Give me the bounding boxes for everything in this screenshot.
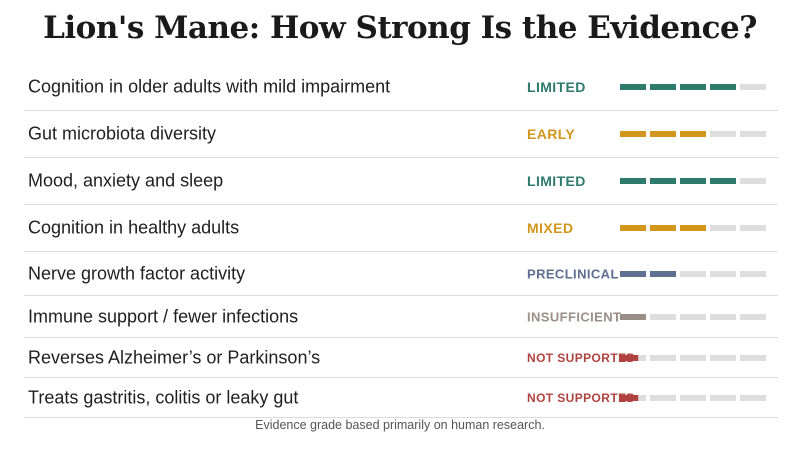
evidence-strength-bar <box>620 225 766 231</box>
segment-filled <box>680 84 706 90</box>
footnote: Evidence grade based primarily on human … <box>255 418 545 432</box>
segment-empty <box>680 313 706 320</box>
strength-segments <box>620 354 766 361</box>
claim-label: Immune support / fewer infections <box>28 306 299 326</box>
segment-filled <box>620 354 639 361</box>
table-row: Reverses Alzheimer’s or Parkinson’s NOT S… <box>24 338 778 378</box>
evidence-strength-bar <box>620 394 766 401</box>
segment-filled <box>620 394 639 401</box>
segment-filled <box>710 178 736 184</box>
segment-empty <box>740 313 766 320</box>
claim-label: Reverses Alzheimer’s or Parkinson’s <box>28 347 321 367</box>
evidence-strength-bar <box>620 131 766 137</box>
segment-empty <box>650 354 676 361</box>
segment-empty <box>710 131 736 137</box>
segment-filled <box>650 178 676 184</box>
evidence-strength-bar <box>620 354 766 361</box>
strength-segments <box>620 225 766 231</box>
segment-filled <box>680 178 706 184</box>
table-row: Cognition in older adults with mild impa… <box>24 64 778 111</box>
segment-filled <box>650 84 676 90</box>
segment-filled <box>620 178 646 184</box>
table-row: Immune support / fewer infections INSUFFI… <box>24 296 778 338</box>
segment-empty <box>680 394 706 401</box>
segment-empty <box>710 354 736 361</box>
segment-empty <box>710 225 736 231</box>
grade-label: NOT SUPPORTED <box>527 390 636 405</box>
segment-filled <box>620 313 646 320</box>
segment-filled <box>650 270 676 277</box>
segment-filled <box>620 225 646 231</box>
grade-label: NOT SUPPORTED <box>527 350 636 365</box>
strength-segments <box>620 394 766 401</box>
table-row: Treats gastritis, colitis or leaky gut NO… <box>24 378 778 418</box>
segment-filled <box>680 225 706 231</box>
segment-filled <box>620 84 646 90</box>
segment-filled <box>650 225 676 231</box>
evidence-strength-bar <box>620 313 766 320</box>
table-row: Gut microbiota diversity EARLY <box>24 111 778 158</box>
segment-filled <box>710 84 736 90</box>
segment-empty <box>650 313 676 320</box>
segment-empty <box>710 313 736 320</box>
grade-label: MIXED <box>527 220 574 236</box>
grade-label: LIMITED <box>527 173 586 189</box>
claim-label: Treats gastritis, colitis or leaky gut <box>28 387 299 407</box>
claim-label: Cognition in healthy adults <box>28 217 240 238</box>
segment-empty <box>710 270 736 277</box>
claim-label: Cognition in older adults with mild impa… <box>28 76 391 97</box>
segment-empty <box>740 225 766 231</box>
strength-segments <box>620 178 766 184</box>
segment-filled <box>620 131 646 137</box>
segment-empty <box>740 354 766 361</box>
claim-label: Gut microbiota diversity <box>28 123 217 144</box>
strength-segments <box>620 313 766 320</box>
evidence-table: Cognition in older adults with mild impa… <box>24 64 778 418</box>
strength-segments <box>620 270 766 277</box>
segment-empty <box>650 394 676 401</box>
segment-empty <box>680 354 706 361</box>
grade-label: EARLY <box>527 126 576 142</box>
segment-empty <box>740 84 766 90</box>
segment-empty <box>680 270 706 277</box>
segment-empty <box>740 394 766 401</box>
table-row: Mood, anxiety and sleep LIMITED <box>24 158 778 205</box>
segment-empty <box>740 178 766 184</box>
grade-label: INSUFFICIENT <box>527 309 622 324</box>
segment-filled <box>620 270 646 277</box>
strength-segments <box>620 84 766 90</box>
claim-label: Mood, anxiety and sleep <box>28 170 224 191</box>
evidence-strength-bar <box>620 270 766 277</box>
table-row: Nerve growth factor activity PRECLINICAL <box>24 252 778 296</box>
strength-segments <box>620 131 766 137</box>
grade-label: LIMITED <box>527 79 586 95</box>
segment-empty <box>740 270 766 277</box>
table-row: Cognition in healthy adults MIXED <box>24 205 778 252</box>
evidence-strength-bar <box>620 84 766 90</box>
grade-label: PRECLINICAL <box>527 266 619 281</box>
segment-empty <box>740 131 766 137</box>
chart-title: Lion's Mane: How Strong Is the Evidence? <box>43 10 757 46</box>
claim-label: Nerve growth factor activity <box>28 263 246 283</box>
segment-filled <box>680 131 706 137</box>
evidence-strength-bar <box>620 178 766 184</box>
segment-filled <box>650 131 676 137</box>
segment-empty <box>710 394 736 401</box>
